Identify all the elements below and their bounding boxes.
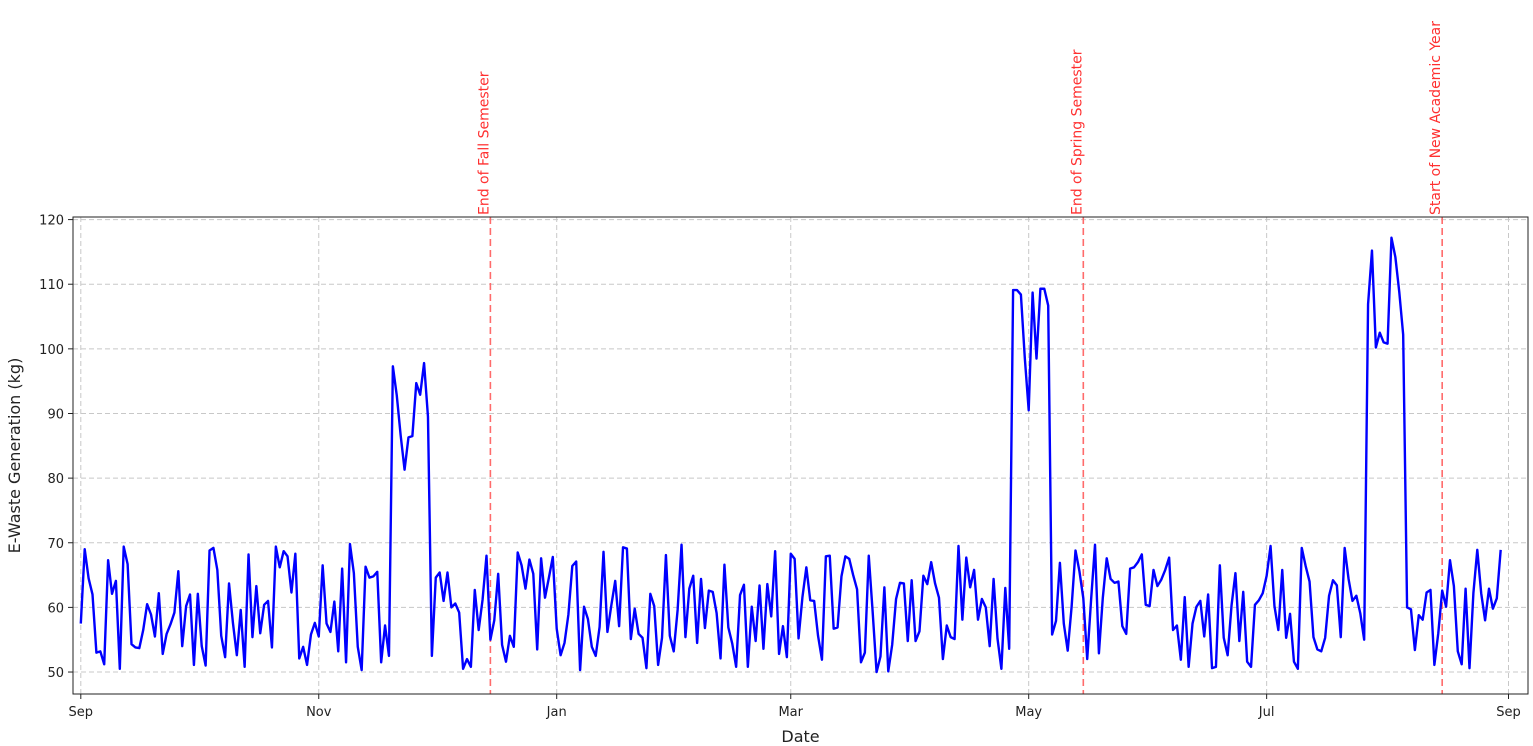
x-tick-label: Jan xyxy=(546,705,567,720)
y-tick-label: 80 xyxy=(47,472,64,487)
y-tick-label: 120 xyxy=(39,214,64,229)
y-tick-label: 70 xyxy=(47,537,64,552)
series-layer xyxy=(79,236,1502,674)
x-tick-label: Mar xyxy=(778,705,803,720)
y-tick-label: 90 xyxy=(47,407,64,422)
x-tick-label: May xyxy=(1015,705,1042,720)
x-tick-label: Jul xyxy=(1258,705,1275,720)
x-tick-label: Sep xyxy=(69,705,94,720)
annotation-label: End of Spring Semester xyxy=(1069,49,1085,215)
x-axis-label: Date xyxy=(781,727,819,746)
series-line xyxy=(79,236,1502,674)
y-axis-label: E-Waste Generation (kg) xyxy=(5,358,24,554)
axis-ticks: Sep Nov Jan Mar May Jul Sep 50 60 70 80 90 100 110 120 xyxy=(39,214,1521,720)
y-tick-label: 110 xyxy=(39,278,64,293)
annotation-label: End of Fall Semester xyxy=(476,71,492,215)
plot-frame xyxy=(72,216,1529,695)
x-tick-label: Sep xyxy=(1496,705,1521,720)
annotation-label: Start of New Academic Year xyxy=(1428,21,1444,215)
x-tick-label: Nov xyxy=(306,705,332,720)
y-tick-label: 60 xyxy=(47,601,64,616)
y-tick-label: 50 xyxy=(47,666,64,681)
y-tick-label: 100 xyxy=(39,343,64,358)
